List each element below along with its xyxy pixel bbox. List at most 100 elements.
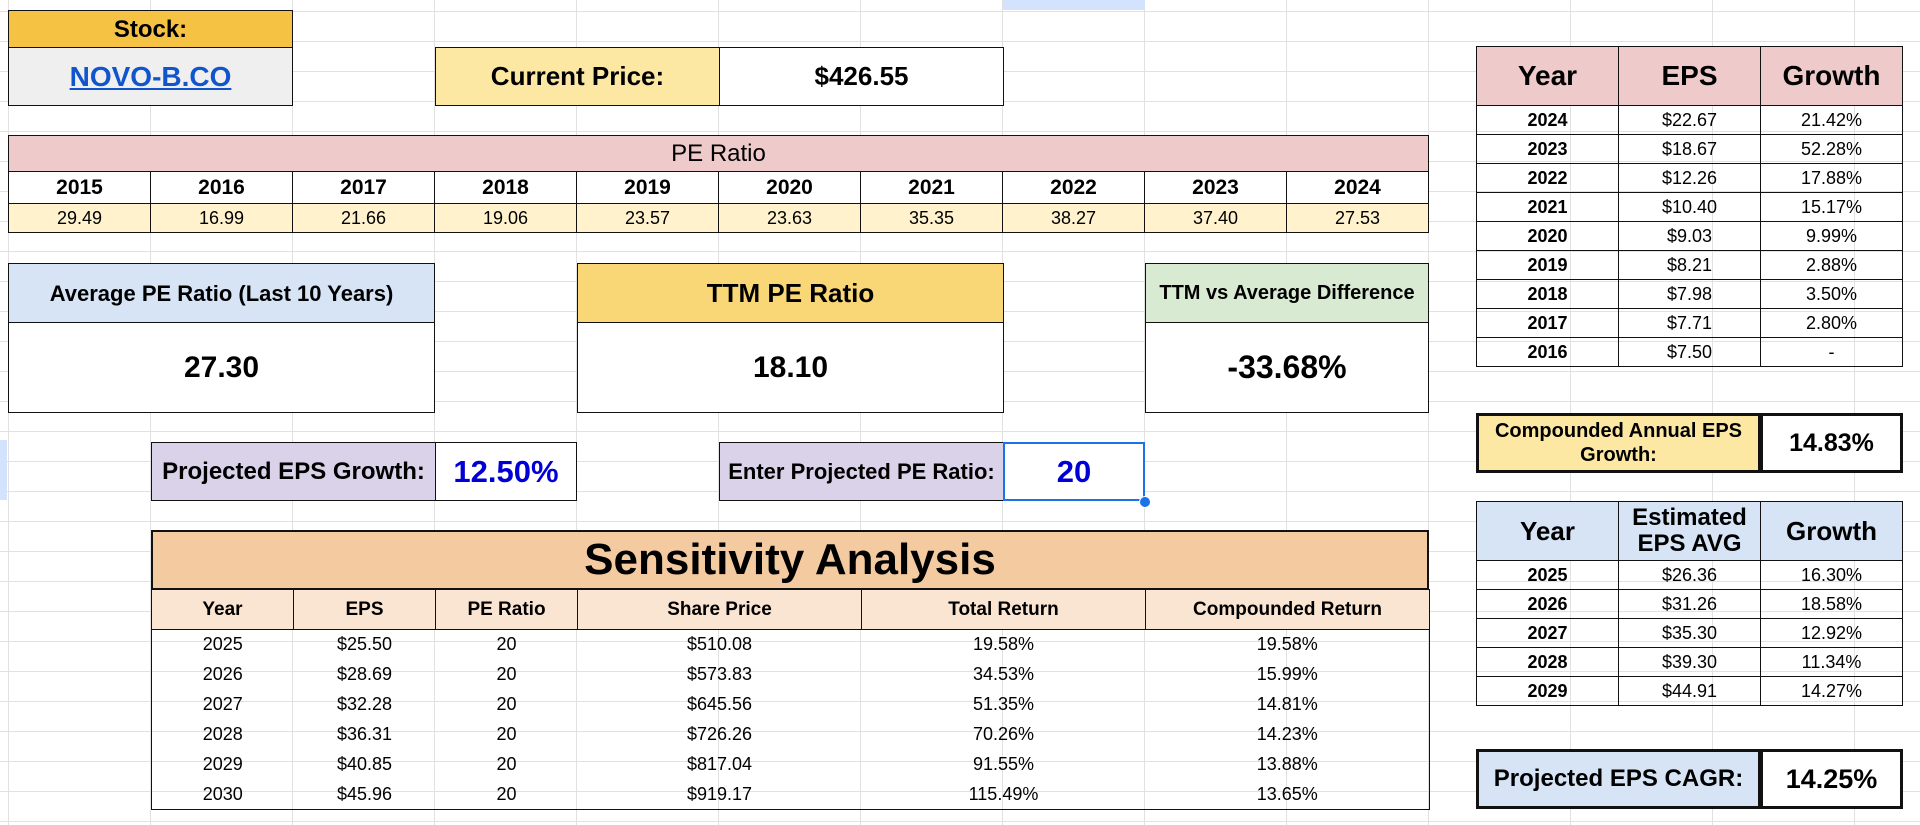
- sensitivity-cell[interactable]: 13.88%: [1145, 749, 1430, 780]
- sensitivity-cell[interactable]: 19.58%: [972, 634, 1035, 655]
- eps-estimates-cell[interactable]: 2029: [1476, 676, 1619, 706]
- sensitivity-cell[interactable]: 20: [435, 779, 578, 810]
- eps-history-cell[interactable]: 52.28%: [1760, 134, 1903, 164]
- eps-history-cell[interactable]: 21.42%: [1760, 105, 1903, 135]
- sensitivity-cell[interactable]: $817.04: [686, 754, 753, 774]
- pe-value-cell[interactable]: 16.99: [150, 203, 293, 233]
- sensitivity-cell[interactable]: 2026: [151, 659, 294, 690]
- sensitivity-cell[interactable]: 2029: [151, 749, 294, 780]
- pe-value-cell[interactable]: 35.35: [860, 203, 1003, 233]
- eps-history-cell[interactable]: 15.17%: [1760, 192, 1903, 222]
- compounded-eps-growth-value[interactable]: 14.83%: [1760, 413, 1903, 473]
- pe-value-cell[interactable]: 21.66: [292, 203, 435, 233]
- eps-history-cell[interactable]: 2016: [1476, 337, 1619, 367]
- pe-value-cell[interactable]: 37.40: [1144, 203, 1287, 233]
- pe-year-cell[interactable]: 2016: [150, 171, 293, 204]
- eps-history-cell[interactable]: 2017: [1476, 308, 1619, 338]
- sensitivity-cell[interactable]: 15.99%: [1145, 659, 1430, 690]
- sensitivity-cell[interactable]: 2027: [151, 689, 294, 720]
- pe-year-cell[interactable]: 2019: [576, 171, 719, 204]
- sensitivity-cell[interactable]: $32.28: [336, 694, 393, 714]
- eps-history-cell[interactable]: $8.21: [1618, 250, 1761, 280]
- pe-value-cell[interactable]: 27.53: [1286, 203, 1429, 233]
- sensitivity-cell[interactable]: 91.55%: [972, 754, 1035, 774]
- eps-estimates-cell[interactable]: 14.27%: [1760, 676, 1903, 706]
- eps-estimates-cell[interactable]: 18.58%: [1760, 589, 1903, 619]
- sensitivity-cell[interactable]: 20: [496, 754, 517, 774]
- ttm-vs-avg-value[interactable]: -33.68%: [1145, 322, 1429, 413]
- pe-value-cell[interactable]: 19.06: [434, 203, 577, 233]
- sensitivity-cell[interactable]: 2028: [151, 719, 294, 750]
- eps-history-cell[interactable]: -: [1760, 337, 1903, 367]
- ttm-pe-value[interactable]: 18.10: [577, 322, 1004, 413]
- pe-value-cell[interactable]: 38.27: [1002, 203, 1145, 233]
- sensitivity-cell[interactable]: $510.08: [686, 634, 753, 655]
- eps-history-cell[interactable]: 2023: [1476, 134, 1619, 164]
- sensitivity-cell[interactable]: $28.69: [336, 664, 393, 684]
- pe-value-cell[interactable]: 29.49: [8, 203, 151, 233]
- eps-history-cell[interactable]: 3.50%: [1760, 279, 1903, 309]
- eps-estimates-cell[interactable]: 2025: [1476, 560, 1619, 590]
- eps-estimates-cell[interactable]: $35.30: [1618, 618, 1761, 648]
- sensitivity-cell[interactable]: 14.23%: [1145, 719, 1430, 750]
- sensitivity-cell[interactable]: $919.17: [577, 779, 862, 810]
- eps-history-cell[interactable]: $12.26: [1618, 163, 1761, 193]
- projected-eps-cagr-value[interactable]: 14.25%: [1760, 749, 1903, 809]
- pe-year-cell[interactable]: 2024: [1286, 171, 1429, 204]
- sensitivity-cell[interactable]: $645.56: [686, 694, 753, 714]
- eps-history-cell[interactable]: 17.88%: [1760, 163, 1903, 193]
- eps-history-cell[interactable]: $7.71: [1618, 308, 1761, 338]
- eps-history-cell[interactable]: $18.67: [1618, 134, 1761, 164]
- eps-estimates-cell[interactable]: 2027: [1476, 618, 1619, 648]
- sensitivity-cell[interactable]: $45.96: [293, 779, 436, 810]
- sensitivity-cell[interactable]: 2025: [151, 629, 294, 660]
- pe-value-cell[interactable]: 23.57: [576, 203, 719, 233]
- pe-year-cell[interactable]: 2020: [718, 171, 861, 204]
- eps-history-cell[interactable]: 2021: [1476, 192, 1619, 222]
- eps-estimates-cell[interactable]: 16.30%: [1760, 560, 1903, 590]
- sensitivity-cell[interactable]: 20: [496, 634, 517, 655]
- sensitivity-cell[interactable]: 2030: [151, 779, 294, 810]
- eps-estimates-cell[interactable]: 12.92%: [1760, 618, 1903, 648]
- sensitivity-cell[interactable]: $36.31: [336, 724, 393, 744]
- sensitivity-cell[interactable]: $573.83: [686, 664, 753, 684]
- eps-history-cell[interactable]: 2020: [1476, 221, 1619, 251]
- eps-history-cell[interactable]: $7.98: [1618, 279, 1761, 309]
- pe-value-cell[interactable]: 23.63: [718, 203, 861, 233]
- eps-history-cell[interactable]: $7.50: [1618, 337, 1761, 367]
- eps-history-cell[interactable]: 2.80%: [1760, 308, 1903, 338]
- pe-year-cell[interactable]: 2023: [1144, 171, 1287, 204]
- projected-eps-growth-input[interactable]: 12.50%: [435, 442, 577, 501]
- sensitivity-cell[interactable]: 51.35%: [972, 694, 1035, 714]
- sensitivity-cell[interactable]: 13.65%: [1145, 779, 1430, 810]
- pe-year-cell[interactable]: 2022: [1002, 171, 1145, 204]
- eps-history-cell[interactable]: 2024: [1476, 105, 1619, 135]
- eps-history-cell[interactable]: $10.40: [1618, 192, 1761, 222]
- eps-history-cell[interactable]: $9.03: [1618, 221, 1761, 251]
- sensitivity-cell[interactable]: 19.58%: [1145, 629, 1430, 660]
- sensitivity-cell[interactable]: 20: [496, 694, 517, 714]
- eps-estimates-cell[interactable]: $39.30: [1618, 647, 1761, 677]
- eps-history-cell[interactable]: 9.99%: [1760, 221, 1903, 251]
- sensitivity-cell[interactable]: 14.81%: [1145, 689, 1430, 720]
- eps-estimates-cell[interactable]: 2028: [1476, 647, 1619, 677]
- sensitivity-cell[interactable]: 70.26%: [972, 724, 1035, 744]
- pe-year-cell[interactable]: 2021: [860, 171, 1003, 204]
- eps-estimates-cell[interactable]: 11.34%: [1760, 647, 1903, 677]
- eps-history-cell[interactable]: 2022: [1476, 163, 1619, 193]
- eps-history-cell[interactable]: 2.88%: [1760, 250, 1903, 280]
- sensitivity-cell[interactable]: 34.53%: [972, 664, 1035, 684]
- avg-pe-value[interactable]: 27.30: [8, 322, 435, 413]
- eps-estimates-cell[interactable]: $44.91: [1618, 676, 1761, 706]
- sensitivity-cell[interactable]: 20: [496, 664, 517, 684]
- selection-fill-handle[interactable]: [1139, 496, 1151, 508]
- eps-estimates-cell[interactable]: $31.26: [1618, 589, 1761, 619]
- sensitivity-cell[interactable]: $40.85: [336, 754, 393, 774]
- pe-year-cell[interactable]: 2018: [434, 171, 577, 204]
- eps-estimates-cell[interactable]: 2026: [1476, 589, 1619, 619]
- stock-ticker-link[interactable]: NOVO-B.CO: [69, 60, 232, 92]
- current-price-value[interactable]: $426.55: [719, 47, 1004, 106]
- sensitivity-cell[interactable]: 115.49%: [861, 779, 1146, 810]
- eps-history-cell[interactable]: 2019: [1476, 250, 1619, 280]
- eps-estimates-cell[interactable]: $26.36: [1618, 560, 1761, 590]
